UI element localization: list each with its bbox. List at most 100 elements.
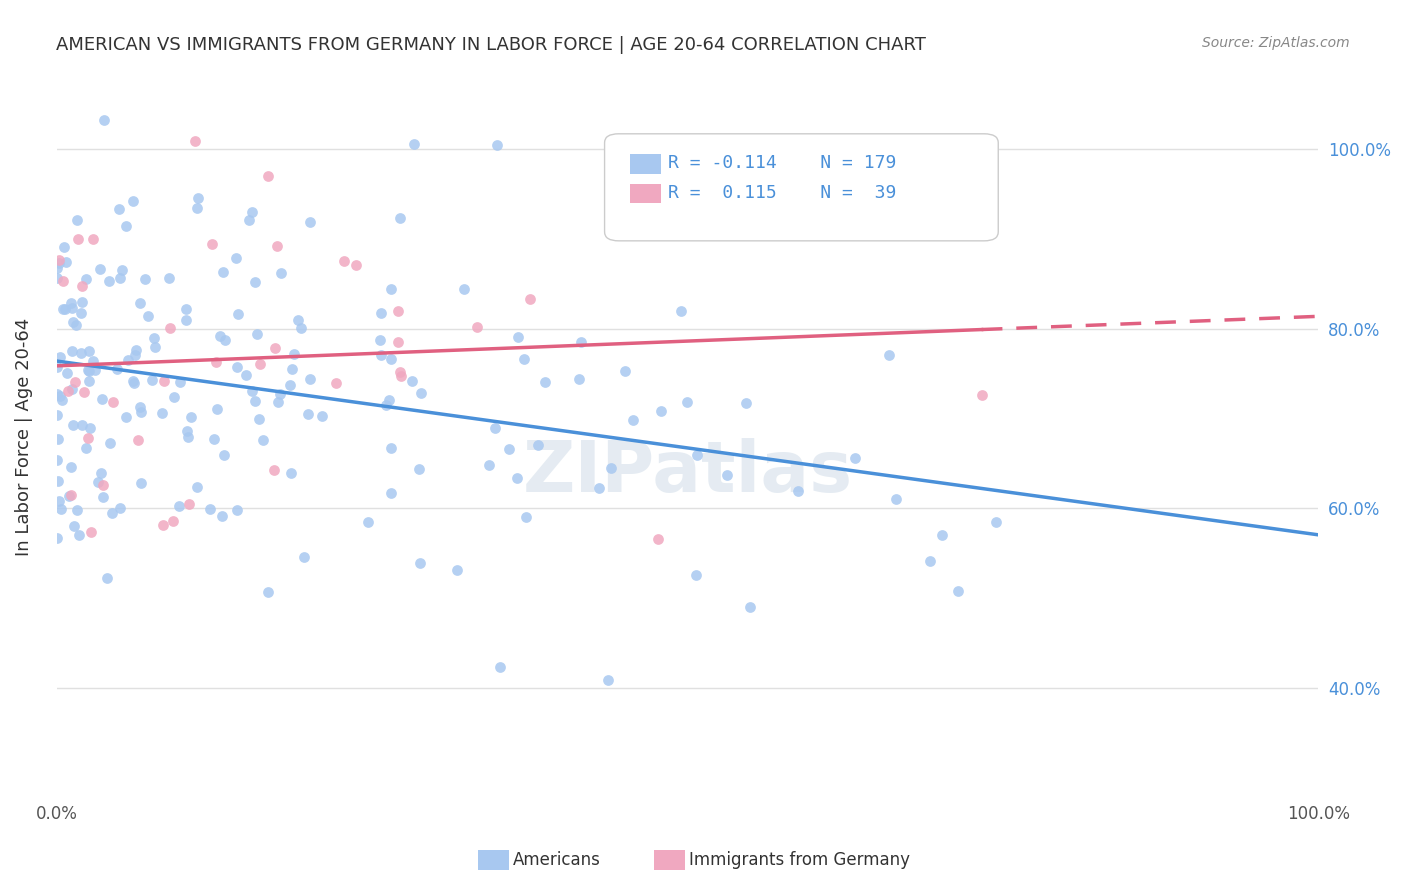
Point [212, 448, 235, 462]
Point [122, 376, 145, 390]
Point [91, 477, 114, 491]
Point [87, 475, 110, 490]
Point [246, 327, 269, 342]
Point [946, 583, 969, 598]
Point [374, 399, 396, 413]
Point [404, 137, 426, 152]
Text: R =  0.115    N =  39: R = 0.115 N = 39 [668, 184, 896, 202]
Point [370, 306, 392, 320]
Point [263, 463, 285, 477]
Point [676, 395, 699, 409]
Point [235, 368, 257, 383]
Point [299, 215, 322, 229]
Point [177, 497, 200, 511]
Point [108, 500, 131, 515]
Point [621, 413, 644, 427]
Point [62, 417, 84, 432]
Text: AMERICAN VS IMMIGRANTS FROM GERMANY IN LABOR FORCE | AGE 20-64 CORRELATION CHART: AMERICAN VS IMMIGRANTS FROM GERMANY IN L… [56, 36, 927, 54]
Point [484, 420, 506, 434]
Point [176, 424, 198, 438]
Point [243, 393, 266, 408]
Point [588, 481, 610, 495]
Point [143, 331, 166, 345]
Point [82, 354, 104, 368]
Point [356, 516, 378, 530]
Point [650, 404, 672, 418]
Point [79, 363, 101, 377]
Point [380, 351, 402, 366]
Point [89, 261, 111, 276]
Point [380, 281, 402, 295]
Point [918, 554, 941, 568]
Point [266, 239, 288, 253]
Point [128, 295, 150, 310]
Point [72, 418, 94, 433]
Point [107, 202, 129, 217]
Point [970, 388, 993, 402]
Point [389, 368, 412, 383]
Point [176, 301, 198, 316]
Point [150, 407, 173, 421]
Point [249, 412, 271, 426]
Point [77, 431, 100, 445]
Point [79, 375, 101, 389]
Point [163, 390, 186, 404]
Point [527, 438, 550, 452]
Point [256, 585, 278, 599]
Point [568, 372, 591, 386]
Point [82, 232, 104, 246]
Point [49, 351, 72, 365]
Point [157, 271, 180, 285]
Point [77, 363, 100, 377]
Point [70, 295, 93, 310]
Point [152, 517, 174, 532]
Point [111, 263, 134, 277]
Point [167, 499, 190, 513]
Point [53, 240, 76, 254]
Point [117, 353, 139, 368]
Point [72, 279, 94, 293]
Point [46, 408, 69, 422]
Point [280, 466, 302, 480]
Point [411, 386, 433, 401]
Point [387, 335, 409, 350]
Point [380, 441, 402, 455]
Point [240, 384, 263, 398]
Point [211, 509, 233, 524]
Point [344, 258, 367, 272]
Point [280, 378, 302, 392]
Point [101, 395, 124, 409]
Point [716, 468, 738, 483]
Point [63, 518, 86, 533]
Point [48, 494, 70, 508]
Point [59, 488, 82, 502]
Point [486, 138, 509, 153]
Point [136, 310, 159, 324]
Text: Americans: Americans [513, 851, 602, 869]
Point [115, 410, 138, 425]
Point [77, 344, 100, 359]
Point [48, 256, 70, 270]
Point [465, 319, 488, 334]
Point [52, 301, 75, 316]
Point [489, 660, 512, 674]
Point [69, 305, 91, 319]
Point [58, 489, 80, 503]
Point [75, 442, 97, 456]
Point [52, 274, 75, 288]
Point [378, 392, 401, 407]
Point [49, 389, 72, 403]
Point [212, 264, 235, 278]
Point [380, 485, 402, 500]
Point [65, 375, 87, 389]
Point [297, 407, 319, 421]
Point [498, 442, 520, 456]
Y-axis label: In Labor Force | Age 20-64: In Labor Force | Age 20-64 [15, 318, 32, 556]
Point [45, 260, 67, 275]
Point [162, 514, 184, 528]
Point [65, 318, 87, 333]
Point [598, 673, 620, 688]
Point [55, 255, 77, 269]
Point [704, 211, 727, 226]
Point [225, 251, 247, 265]
